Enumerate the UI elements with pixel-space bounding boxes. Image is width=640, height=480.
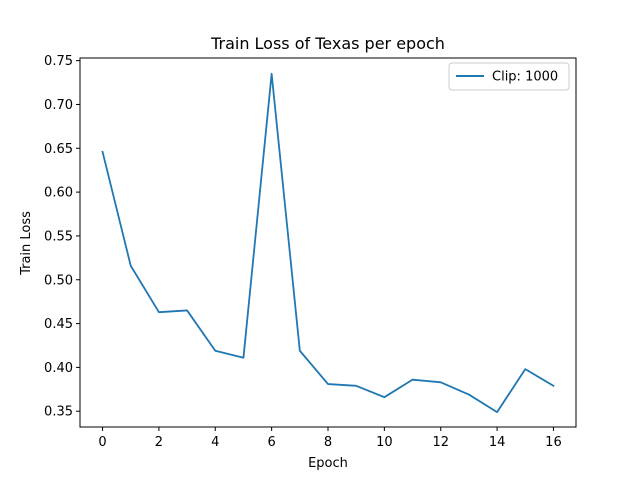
x-tick-label: 0 bbox=[98, 435, 106, 450]
x-tick-label: 12 bbox=[432, 435, 449, 450]
y-tick-label: 0.45 bbox=[44, 317, 73, 332]
x-tick-label: 14 bbox=[489, 435, 506, 450]
legend-series-label: Clip: 1000 bbox=[492, 70, 558, 85]
x-axis-label: Epoch bbox=[308, 456, 348, 471]
y-tick-label: 0.55 bbox=[44, 229, 73, 244]
plot-area: 0 2 4 6 8 10 12 14 16 0.35 0.40 0.45 0.50 0.55 0.60 0.6… bbox=[44, 54, 577, 450]
x-tick-label: 2 bbox=[155, 435, 163, 450]
y-tick-label: 0.35 bbox=[44, 405, 73, 420]
axes-frame bbox=[79, 57, 577, 428]
y-tick-label: 0.65 bbox=[44, 142, 73, 157]
legend-box bbox=[448, 62, 570, 91]
y-tick-label: 0.75 bbox=[44, 54, 73, 69]
y-axis-label: Train Loss bbox=[19, 211, 34, 276]
legend: Clip: 1000 bbox=[448, 62, 570, 91]
x-tick-label: 8 bbox=[324, 435, 332, 450]
y-tick-label: 0.60 bbox=[44, 186, 73, 201]
x-tick-label: 10 bbox=[376, 435, 393, 450]
x-tick-label: 6 bbox=[267, 435, 275, 450]
x-tick-label: 16 bbox=[545, 435, 562, 450]
y-tick-label: 0.50 bbox=[44, 273, 73, 288]
x-tick-label: 4 bbox=[211, 435, 219, 450]
chart-title: Train Loss of Texas per epoch bbox=[210, 34, 445, 53]
y-tick-label: 0.70 bbox=[44, 98, 73, 113]
y-tick-label: 0.40 bbox=[44, 361, 73, 376]
